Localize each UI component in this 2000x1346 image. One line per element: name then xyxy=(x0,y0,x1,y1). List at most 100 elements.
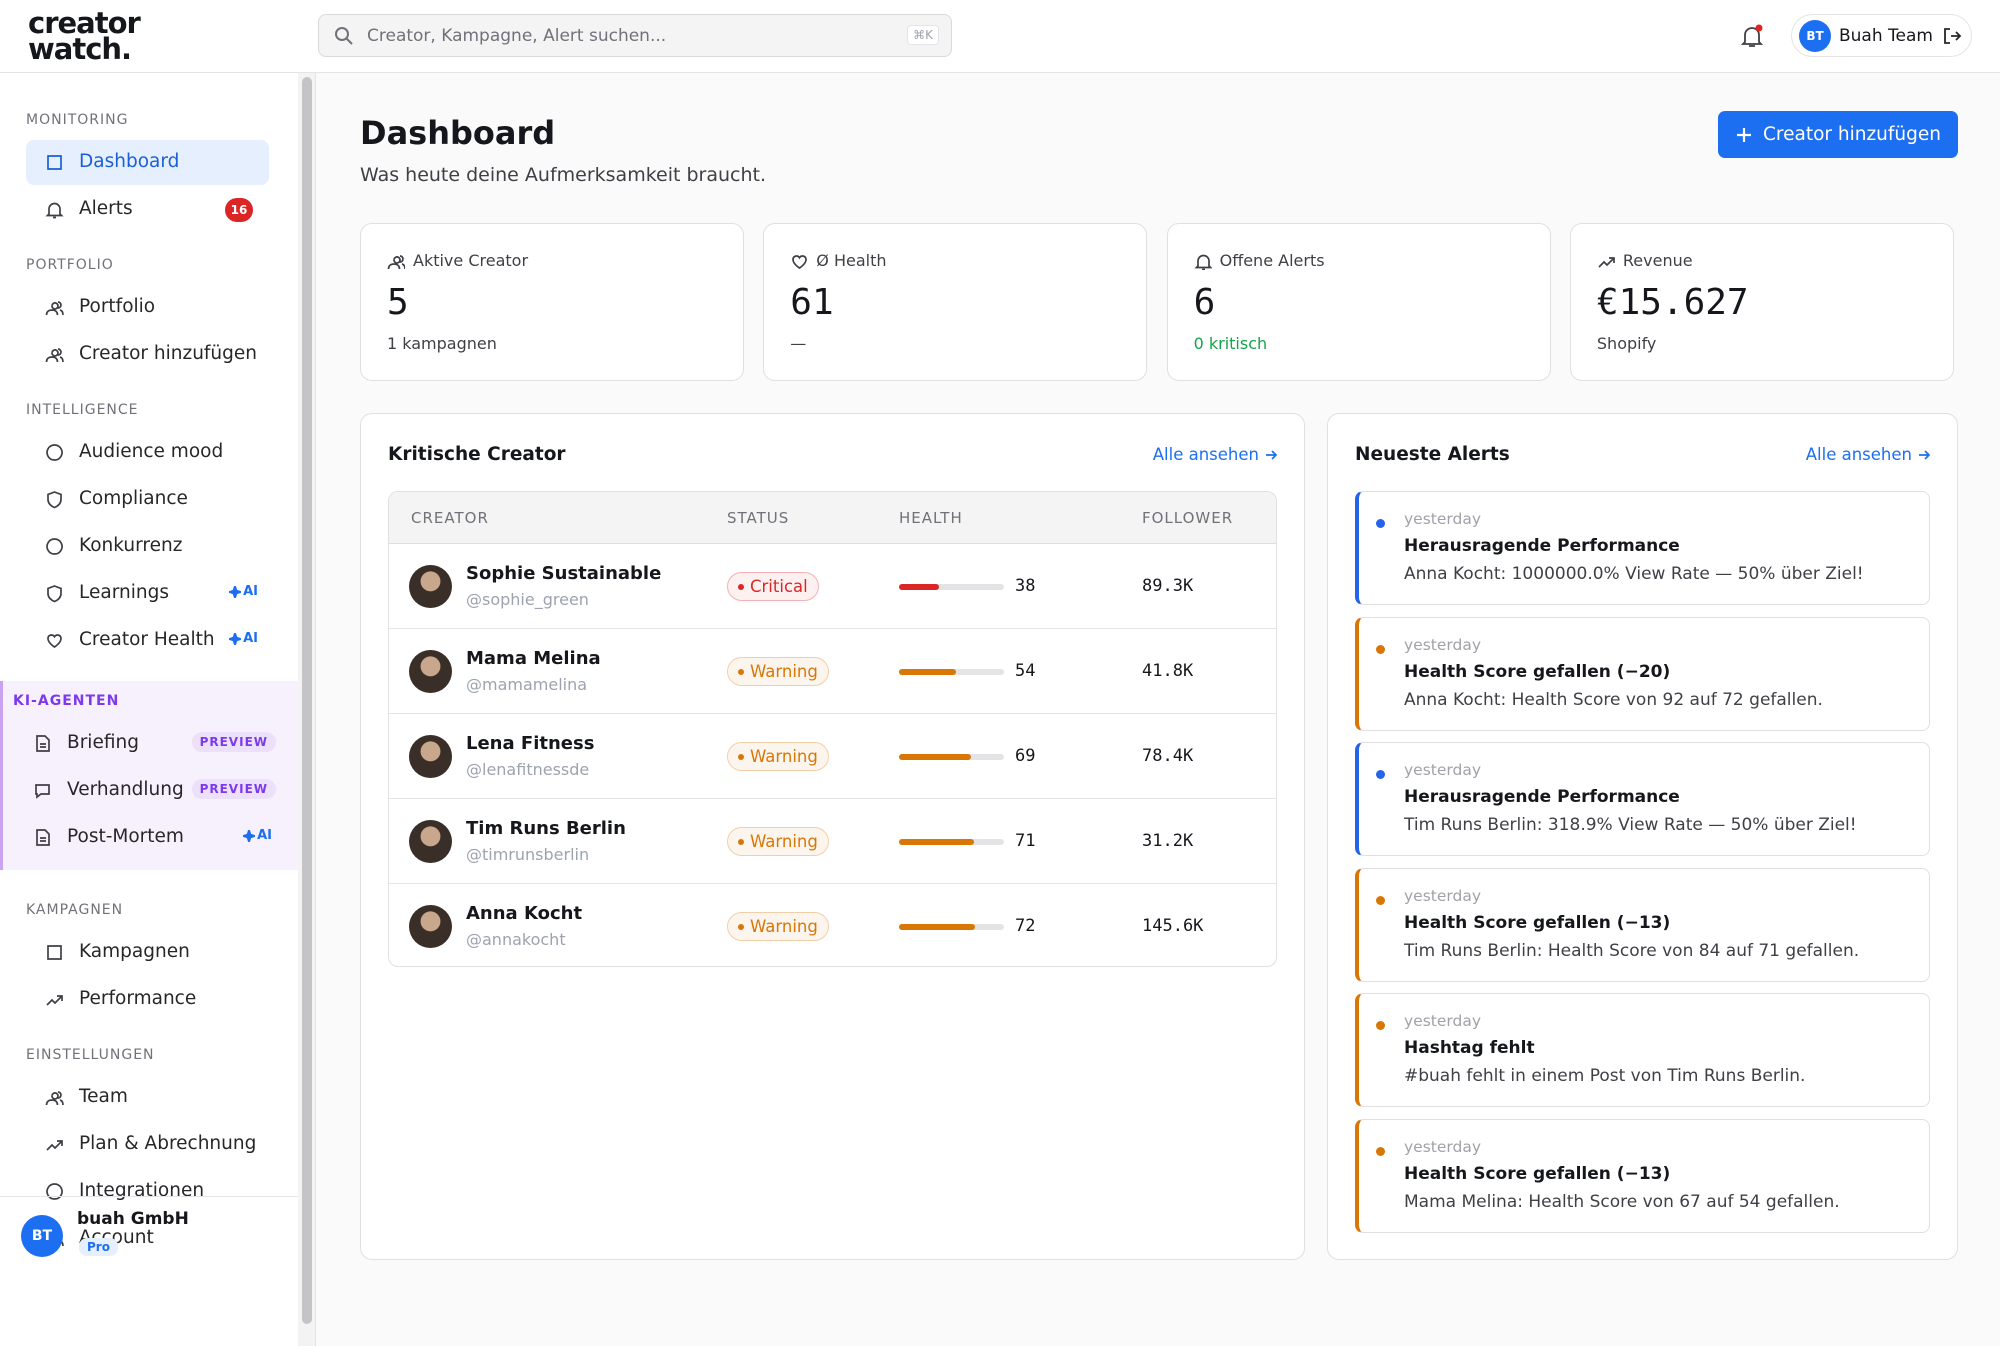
user-menu[interactable]: BT Buah Team xyxy=(1791,14,1972,57)
alert-dot xyxy=(1376,1021,1385,1031)
alert-item[interactable]: yesterday Health Score gefallen (−20) Anna… xyxy=(1355,616,1930,731)
alert-item[interactable]: yesterday Herausragende Performance Anna K… xyxy=(1355,491,1930,605)
nav-item[interactable]: Creator hinzufügen xyxy=(0,331,298,378)
icon xyxy=(47,634,62,648)
ai-tag: AI xyxy=(229,631,258,646)
icon xyxy=(792,255,808,269)
alert-text: Mama Melina: Health Score von 67 auf 54 … xyxy=(1404,1192,1840,1212)
nav-label: Learnings xyxy=(79,582,169,603)
section-title: KAMPAGNEN xyxy=(26,902,124,918)
nav-item[interactable]: Plan & Abrechnung xyxy=(0,1121,298,1168)
icon xyxy=(35,784,50,799)
alert-title: Herausragende Performance xyxy=(1404,536,1680,556)
sidebar-footer[interactable]: BT buah GmbH Pro xyxy=(0,1196,298,1273)
icon xyxy=(36,735,50,752)
sidebar-section: EINSTELLUNGEN Team Plan & Abrechnung Integr… xyxy=(0,1023,298,1262)
alert-dot xyxy=(1376,895,1385,905)
nav-item[interactable]: Integrationen xyxy=(0,1168,298,1215)
creator-avatar xyxy=(409,820,452,863)
health-bar xyxy=(899,669,956,675)
nav-label: Audience mood xyxy=(79,441,224,462)
alert-title: Herausragende Performance xyxy=(1404,787,1680,808)
nav-item[interactable]: Creator Health AI xyxy=(0,617,298,664)
alert-text: Anna Kocht: Health Score von 92 auf 72 g… xyxy=(1404,689,1823,710)
nav-item[interactable]: Team xyxy=(0,1074,298,1121)
alert-item[interactable]: yesterday Health Score gefallen (−13) Tim … xyxy=(1355,867,1930,982)
creator-handle: @lenafitnessde xyxy=(466,760,590,779)
logo-line: watch. xyxy=(28,32,132,66)
sidebar-section: KI-AGENTEN Briefing PREVIEW Verhandlung PREV… xyxy=(0,681,298,870)
nav-label: Verhandlung xyxy=(67,779,184,800)
alert-item[interactable]: yesterday Health Score gefallen (−13) Mama… xyxy=(1355,1119,1930,1233)
ai-tag-label: AI xyxy=(243,584,258,599)
icon xyxy=(46,444,63,461)
alert-time: yesterday xyxy=(1404,1138,1482,1156)
alert-time: yesterday xyxy=(1404,510,1482,528)
icon xyxy=(1194,254,1212,270)
nav-item[interactable]: Learnings AI xyxy=(0,570,298,617)
user-name: Buah Team xyxy=(1839,26,1933,46)
status-label: Warning xyxy=(750,832,818,851)
view-all-link[interactable]: Alle ansehen xyxy=(1806,445,1931,464)
table-row[interactable]: Mama Melina @mamamelina Warning 54 41.8K xyxy=(389,629,1276,714)
nav-item[interactable]: Post-Mortem AI xyxy=(3,814,298,861)
alert-item[interactable]: yesterday Hashtag fehlt #buah fehlt in ein… xyxy=(1355,993,1930,1108)
table-row[interactable]: Sophie Sustainable @sophie_green Critical 3… xyxy=(389,544,1276,629)
view-all-link[interactable]: Alle ansehen xyxy=(1153,445,1278,464)
scrollbar xyxy=(298,73,316,1346)
stat-card: Aktive Creator 5 1 kampagnen xyxy=(360,223,744,381)
logout-icon[interactable] xyxy=(1942,26,1962,46)
stat-note: 0 kritisch xyxy=(1193,334,1268,353)
health-track xyxy=(899,754,1004,760)
topbar: creator watch. Creator, Kampagne, Alert s… xyxy=(0,0,2000,73)
stat-label: Aktive Creator xyxy=(413,251,529,270)
nav-highlight xyxy=(26,140,269,185)
nav-item[interactable]: Konkurrenz xyxy=(0,523,298,570)
alert-title: Health Score gefallen (−13) xyxy=(1404,912,1671,933)
status-dot xyxy=(738,754,744,760)
notification-bell[interactable] xyxy=(1740,24,1764,50)
nav-item[interactable]: Portfolio xyxy=(0,284,298,331)
table-row[interactable]: Lena Fitness @lenafitnessde Warning 69 78.4K xyxy=(389,714,1276,799)
column-header: FOLLOWER xyxy=(1142,509,1234,527)
health-bar xyxy=(899,924,975,930)
panel-title: Kritische Creator xyxy=(388,444,566,465)
health-value: 72 xyxy=(1015,916,1036,936)
health-track xyxy=(899,924,1004,930)
creator-name: Sophie Sustainable xyxy=(466,563,662,584)
icon xyxy=(47,155,62,170)
table-header: CREATOR STATUS HEALTH FOLLOWER xyxy=(389,492,1276,544)
logo[interactable]: creator watch. xyxy=(28,6,141,66)
column-header: HEALTH xyxy=(899,509,963,527)
nav-item[interactable]: Performance xyxy=(0,976,298,1023)
nav-item[interactable]: Compliance xyxy=(0,476,298,523)
scroll-thumb[interactable] xyxy=(302,77,312,1324)
stat-label: Revenue xyxy=(1622,251,1693,270)
logo-line: creator xyxy=(28,6,141,40)
nav-item[interactable]: Verhandlung PREVIEW xyxy=(3,767,298,814)
nav-item[interactable]: Dashboard xyxy=(0,139,298,186)
alert-time: yesterday xyxy=(1404,761,1482,780)
nav-item[interactable]: Audience mood xyxy=(0,429,298,476)
link-label: Alle ansehen xyxy=(1805,445,1912,464)
nav-item[interactable]: Briefing PREVIEW xyxy=(3,720,298,767)
nav-item[interactable]: Alerts 16 xyxy=(0,186,298,233)
alert-item[interactable]: yesterday Herausragende Performance Tim Ru… xyxy=(1355,742,1930,857)
plan-badge: Pro xyxy=(79,1238,118,1256)
sidebar-section: INTELLIGENCE Audience mood Compliance Konku… xyxy=(0,378,298,664)
add-creator-button[interactable]: Creator hinzufügen xyxy=(1718,111,1958,158)
follower-count: 145.6K xyxy=(1142,916,1204,936)
icon xyxy=(46,538,63,555)
stat-label: Ø Health xyxy=(816,251,887,270)
icon xyxy=(387,255,405,270)
icon xyxy=(45,348,64,363)
creator-handle: @timrunsberlin xyxy=(466,845,590,864)
table-row[interactable]: Tim Runs Berlin @timrunsberlin Warning 71 31… xyxy=(389,799,1276,884)
stat-value: 61 xyxy=(790,282,834,323)
nav-label: Team xyxy=(79,1086,128,1107)
search-box[interactable]: Creator, Kampagne, Alert suchen... ⌘K xyxy=(318,14,952,57)
status-label: Warning xyxy=(750,662,818,681)
table-row[interactable]: Anna Kocht @annakocht Warning 72 145.6K xyxy=(389,884,1276,966)
nav-item[interactable]: Kampagnen xyxy=(0,929,298,976)
